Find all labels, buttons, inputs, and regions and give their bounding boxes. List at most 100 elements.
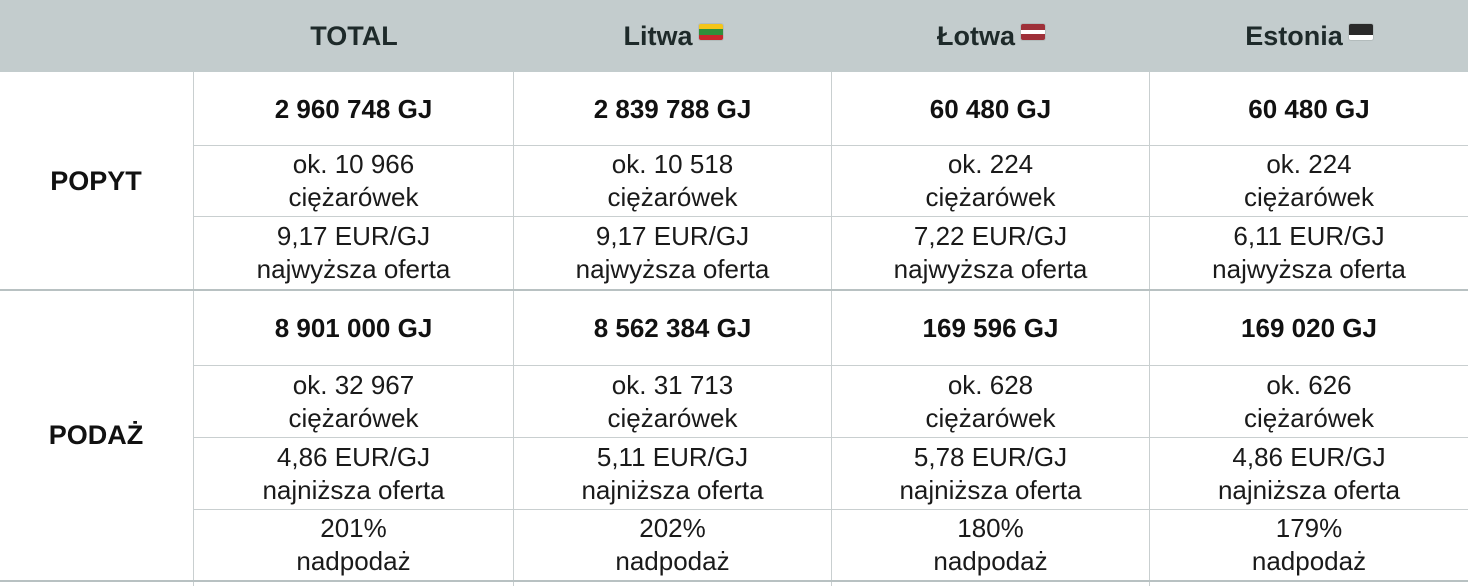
cell-value: 169 020 GJ [1241,312,1377,343]
podaz-trucks-lotwa: ok. 628 ciężarówek [832,366,1149,437]
podaz-gj-lotwa: 169 596 GJ [832,291,1149,365]
lithuania-flag-icon [698,24,723,40]
cell-line: najwyższa oferta [1212,254,1406,284]
divider [193,365,1468,366]
divider [193,216,1468,217]
cell-value: 60 480 GJ [929,93,1052,124]
popyt-price-estonia: 6,11 EUR/GJ najwyższa oferta [1150,217,1468,289]
popyt-trucks-litwa: ok. 10 518 ciężarówek [514,146,831,216]
cell-line: ok. 224 [1266,149,1352,179]
cell-line: ok. 10 966 [292,149,415,179]
cell-line: ciężarówek [288,402,419,433]
podaz-surplus-estonia: 179% nadpodaż [1150,510,1468,580]
table-header [0,0,1468,72]
cell-line: najwyższa oferta [256,254,451,284]
cell-line: najniższa oferta [899,474,1082,505]
podaz-price-litwa: 5,11 EUR/GJ najniższa oferta [514,438,831,509]
cell-line: najwyższa oferta [893,254,1088,284]
divider [513,72,514,586]
divider [1149,72,1150,586]
cell-line: 201% [320,513,387,543]
header-litwa: Litwa [514,0,832,72]
popyt-price-litwa: 9,17 EUR/GJ najwyższa oferta [514,217,831,289]
popyt-trucks-estonia: ok. 224 ciężarówek [1150,146,1468,216]
popyt-price-lotwa: 7,22 EUR/GJ najwyższa oferta [832,217,1149,289]
popyt-gj-estonia: 60 480 GJ [1150,73,1468,145]
cell-line: najwyższa oferta [575,254,770,284]
header-total: TOTAL [194,0,514,72]
popyt-gj-total: 2 960 748 GJ [194,73,513,145]
header-lotwa-label: Łotwa [937,20,1015,51]
popyt-trucks-lotwa: ok. 224 ciężarówek [832,146,1149,216]
cell-line: ciężarówek [288,182,419,212]
cell-line: 180% [957,513,1024,543]
podaz-surplus-lotwa: 180% nadpodaż [832,510,1149,580]
podaz-price-lotwa: 5,78 EUR/GJ najniższa oferta [832,438,1149,509]
cell-line: ok. 32 967 [292,369,415,400]
header-lotwa: Łotwa [832,0,1150,72]
estonia-flag-icon [1348,24,1373,40]
cell-value: 60 480 GJ [1248,93,1370,124]
cell-value: 8 901 000 GJ [274,312,433,343]
podaz-gj-total: 8 901 000 GJ [194,291,513,365]
podaz-trucks-litwa: ok. 31 713 ciężarówek [514,366,831,437]
header-total-label: TOTAL [310,20,398,51]
cell-line: 5,11 EUR/GJ [596,441,749,472]
cell-line: ok. 224 [947,149,1034,179]
divider [193,72,194,586]
podaz-trucks-estonia: ok. 626 ciężarówek [1150,366,1468,437]
section-divider [0,289,1468,291]
cell-line: 179% [1275,513,1343,543]
podaz-gj-estonia: 169 020 GJ [1150,291,1468,365]
section-divider [0,580,1468,582]
row-label-podaz-text: PODAŻ [48,419,144,450]
divider [193,509,1468,510]
cell-line: nadpodaż [296,546,411,576]
header-estonia: Estonia [1150,0,1468,72]
cell-line: ok. 628 [947,369,1034,400]
cell-line: 4,86 EUR/GJ [1232,441,1386,472]
cell-value: 2 839 788 GJ [593,93,752,124]
latvia-flag-icon [1021,24,1045,40]
cell-line: ciężarówek [925,182,1056,212]
cell-line: najniższa oferta [1217,474,1401,505]
cell-line: najniższa oferta [262,474,445,505]
podaz-price-total: 4,86 EUR/GJ najniższa oferta [194,438,513,509]
cell-line: 5,78 EUR/GJ [913,441,1068,472]
cell-line: ciężarówek [925,402,1056,433]
header-estonia-label: Estonia [1245,20,1343,51]
podaz-trucks-total: ok. 32 967 ciężarówek [194,366,513,437]
cell-line: 202% [639,513,706,543]
cell-line: ok. 10 518 [611,149,734,179]
cell-line: nadpodaż [933,546,1048,576]
row-label-popyt-text: POPYT [50,165,142,196]
cell-line: 7,22 EUR/GJ [913,221,1068,251]
popyt-gj-lotwa: 60 480 GJ [832,73,1149,145]
popyt-price-total: 9,17 EUR/GJ najwyższa oferta [194,217,513,289]
cell-value: 2 960 748 GJ [274,93,433,124]
cell-line: ciężarówek [1243,402,1375,433]
podaz-surplus-total: 201% nadpodaż [194,510,513,580]
cell-value: 8 562 384 GJ [593,312,752,343]
cell-value: 169 596 GJ [922,312,1059,343]
cell-line: najniższa oferta [581,474,764,505]
cell-line: ciężarówek [607,402,738,433]
popyt-trucks-total: ok. 10 966 ciężarówek [194,146,513,216]
cell-line: ok. 626 [1266,369,1352,400]
popyt-gj-litwa: 2 839 788 GJ [514,73,831,145]
divider [831,72,832,586]
cell-line: 4,86 EUR/GJ [276,441,431,472]
divider [193,437,1468,438]
cell-line: ciężarówek [607,182,738,212]
cell-line: ok. 31 713 [611,369,734,400]
row-label-popyt: POPYT [0,72,192,290]
podaz-price-estonia: 4,86 EUR/GJ najniższa oferta [1150,438,1468,509]
cell-line: nadpodaż [615,546,730,576]
cell-line: 9,17 EUR/GJ [595,221,750,251]
header-litwa-label: Litwa [623,20,693,51]
cell-line: ciężarówek [1243,182,1375,212]
podaz-surplus-litwa: 202% nadpodaż [514,510,831,580]
row-label-podaz: PODAŻ [0,290,192,580]
cell-line: 6,11 EUR/GJ [1233,221,1385,251]
